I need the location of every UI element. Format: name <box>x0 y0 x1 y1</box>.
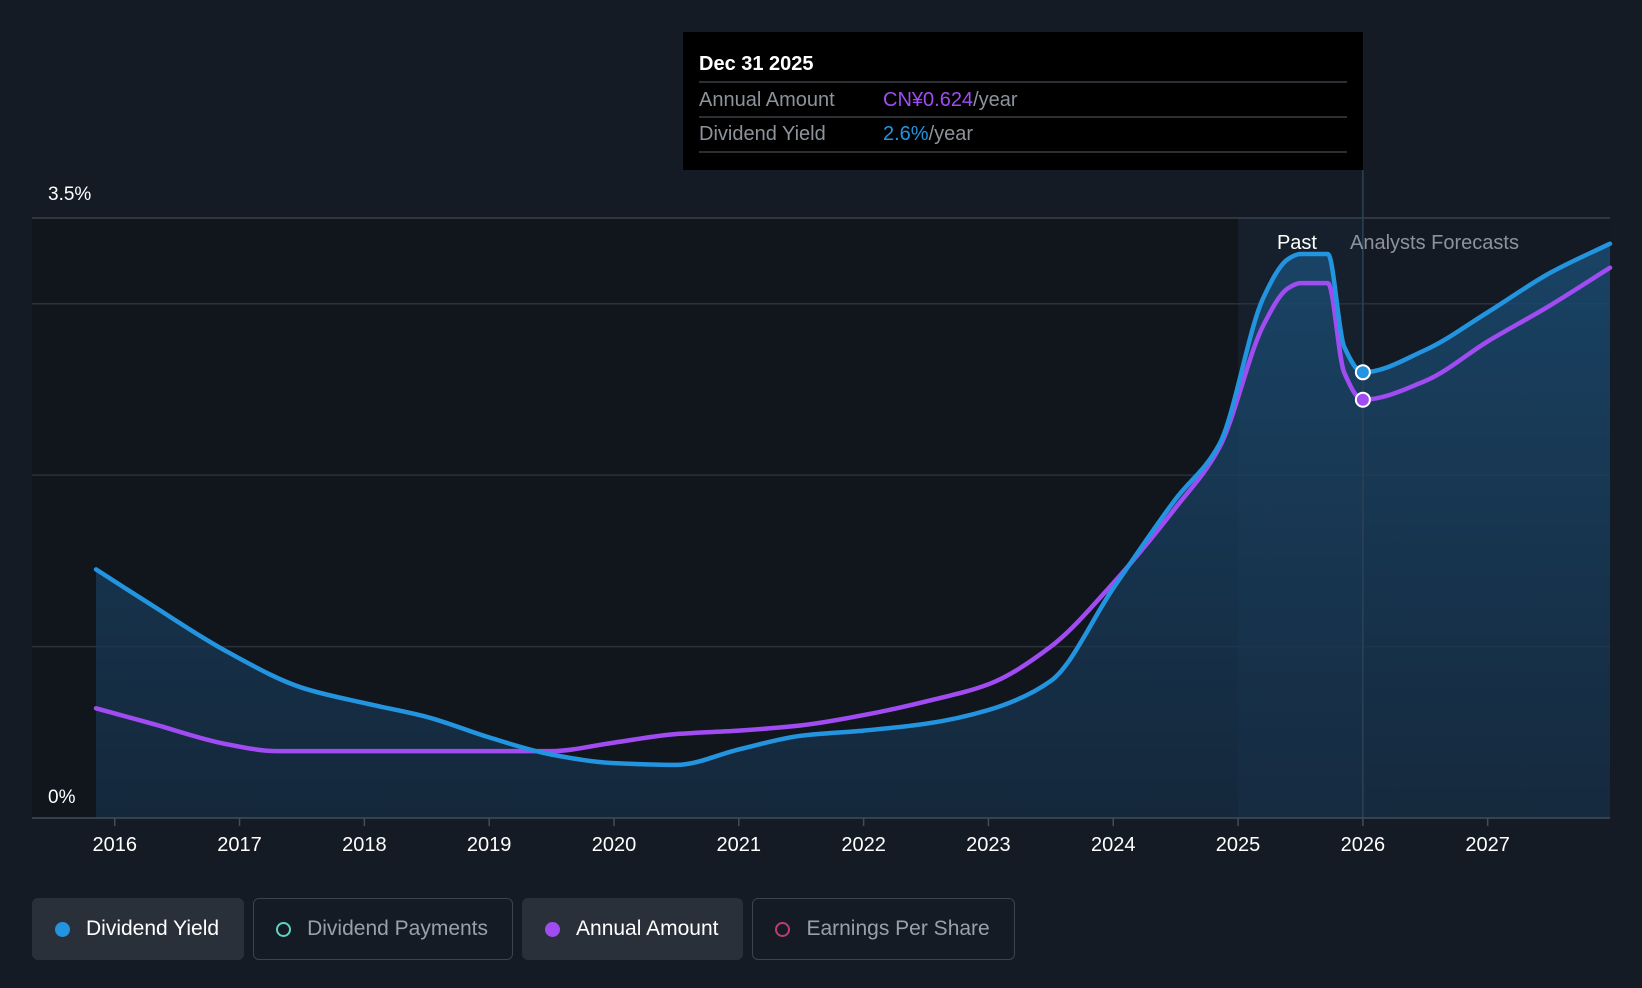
legend-dividend-yield[interactable]: Dividend Yield <box>32 898 245 960</box>
dividend-yield-area <box>96 243 1610 818</box>
x-tick-label: 2023 <box>966 834 1011 856</box>
tooltip-box <box>683 32 1363 170</box>
legend-label: Annual Amount <box>576 917 719 940</box>
x-tick-label: 2016 <box>92 834 137 856</box>
tooltip-row-value: CN¥0.624/year <box>883 89 1018 111</box>
tooltip-row-value: 2.6%/year <box>883 123 973 145</box>
x-tick-label: 2017 <box>217 834 262 856</box>
yield-area-fill <box>96 243 1610 818</box>
legend-label: Dividend Payments <box>307 917 489 940</box>
x-tick-label: 2021 <box>717 834 762 856</box>
x-tick-label: 2019 <box>467 834 512 856</box>
x-tick-label: 2026 <box>1341 834 1386 856</box>
x-axis: 2016 2017 2018 2019 2020 2021 2022 2023 2024 2025… <box>32 817 1610 856</box>
region-labels: Past Analysts Forecasts <box>1277 232 1519 254</box>
x-tick-label: 2022 <box>841 834 886 856</box>
tooltip-date: Dec 31 2025 <box>699 53 814 75</box>
dividend-yield-highlight-point <box>1354 364 1371 381</box>
tooltip-row-label: Dividend Yield <box>699 123 826 145</box>
dividend-yield-line <box>93 241 1613 768</box>
tooltip-row-label: Annual Amount <box>699 89 835 111</box>
dividend-payments-circle-icon <box>276 921 292 937</box>
x-tick-label: 2020 <box>592 834 637 856</box>
x-tick-label: 2018 <box>342 834 387 856</box>
tooltip-annual-amount-value: CN¥0.624 <box>883 89 973 111</box>
legend: Dividend Yield Dividend Payments Annual … <box>32 898 1015 962</box>
series-lines <box>93 170 1613 818</box>
axis-labels: 3.5% 0% <box>48 184 91 808</box>
past-label: Past <box>1277 232 1317 254</box>
y-tick-label: 3.5% <box>48 184 91 205</box>
legend-annual-amount[interactable]: Annual Amount <box>522 898 744 960</box>
tooltip: Dec 31 2025 Annual Amount CN¥0.624/year … <box>683 32 1363 170</box>
annual-amount-highlight-point <box>1354 391 1371 408</box>
annual-amount-dot-icon <box>545 921 561 937</box>
tooltip-dividend-yield-value: 2.6% <box>883 123 929 145</box>
annual-amount-line <box>93 265 1613 754</box>
legend-label: Dividend Yield <box>86 917 220 940</box>
x-tick-label: 2025 <box>1216 834 1261 856</box>
dividend-yield-dot-icon <box>55 921 70 937</box>
forecast-label: Analysts Forecasts <box>1350 232 1519 254</box>
tooltip-annual-amount-unit: /year <box>973 89 1018 111</box>
x-tick-label: 2027 <box>1465 834 1510 856</box>
x-tick-label: 2024 <box>1091 834 1136 856</box>
highlight-points <box>1354 364 1371 408</box>
legend-label: Earnings Per Share <box>806 917 990 940</box>
legend-earnings-per-share[interactable]: Earnings Per Share <box>752 898 1015 960</box>
legend-dividend-payments[interactable]: Dividend Payments <box>253 898 514 960</box>
tooltip-dividend-yield-unit: /year <box>929 123 974 145</box>
y-tick-label: 0% <box>48 787 76 808</box>
earnings-per-share-circle-icon <box>775 921 791 937</box>
